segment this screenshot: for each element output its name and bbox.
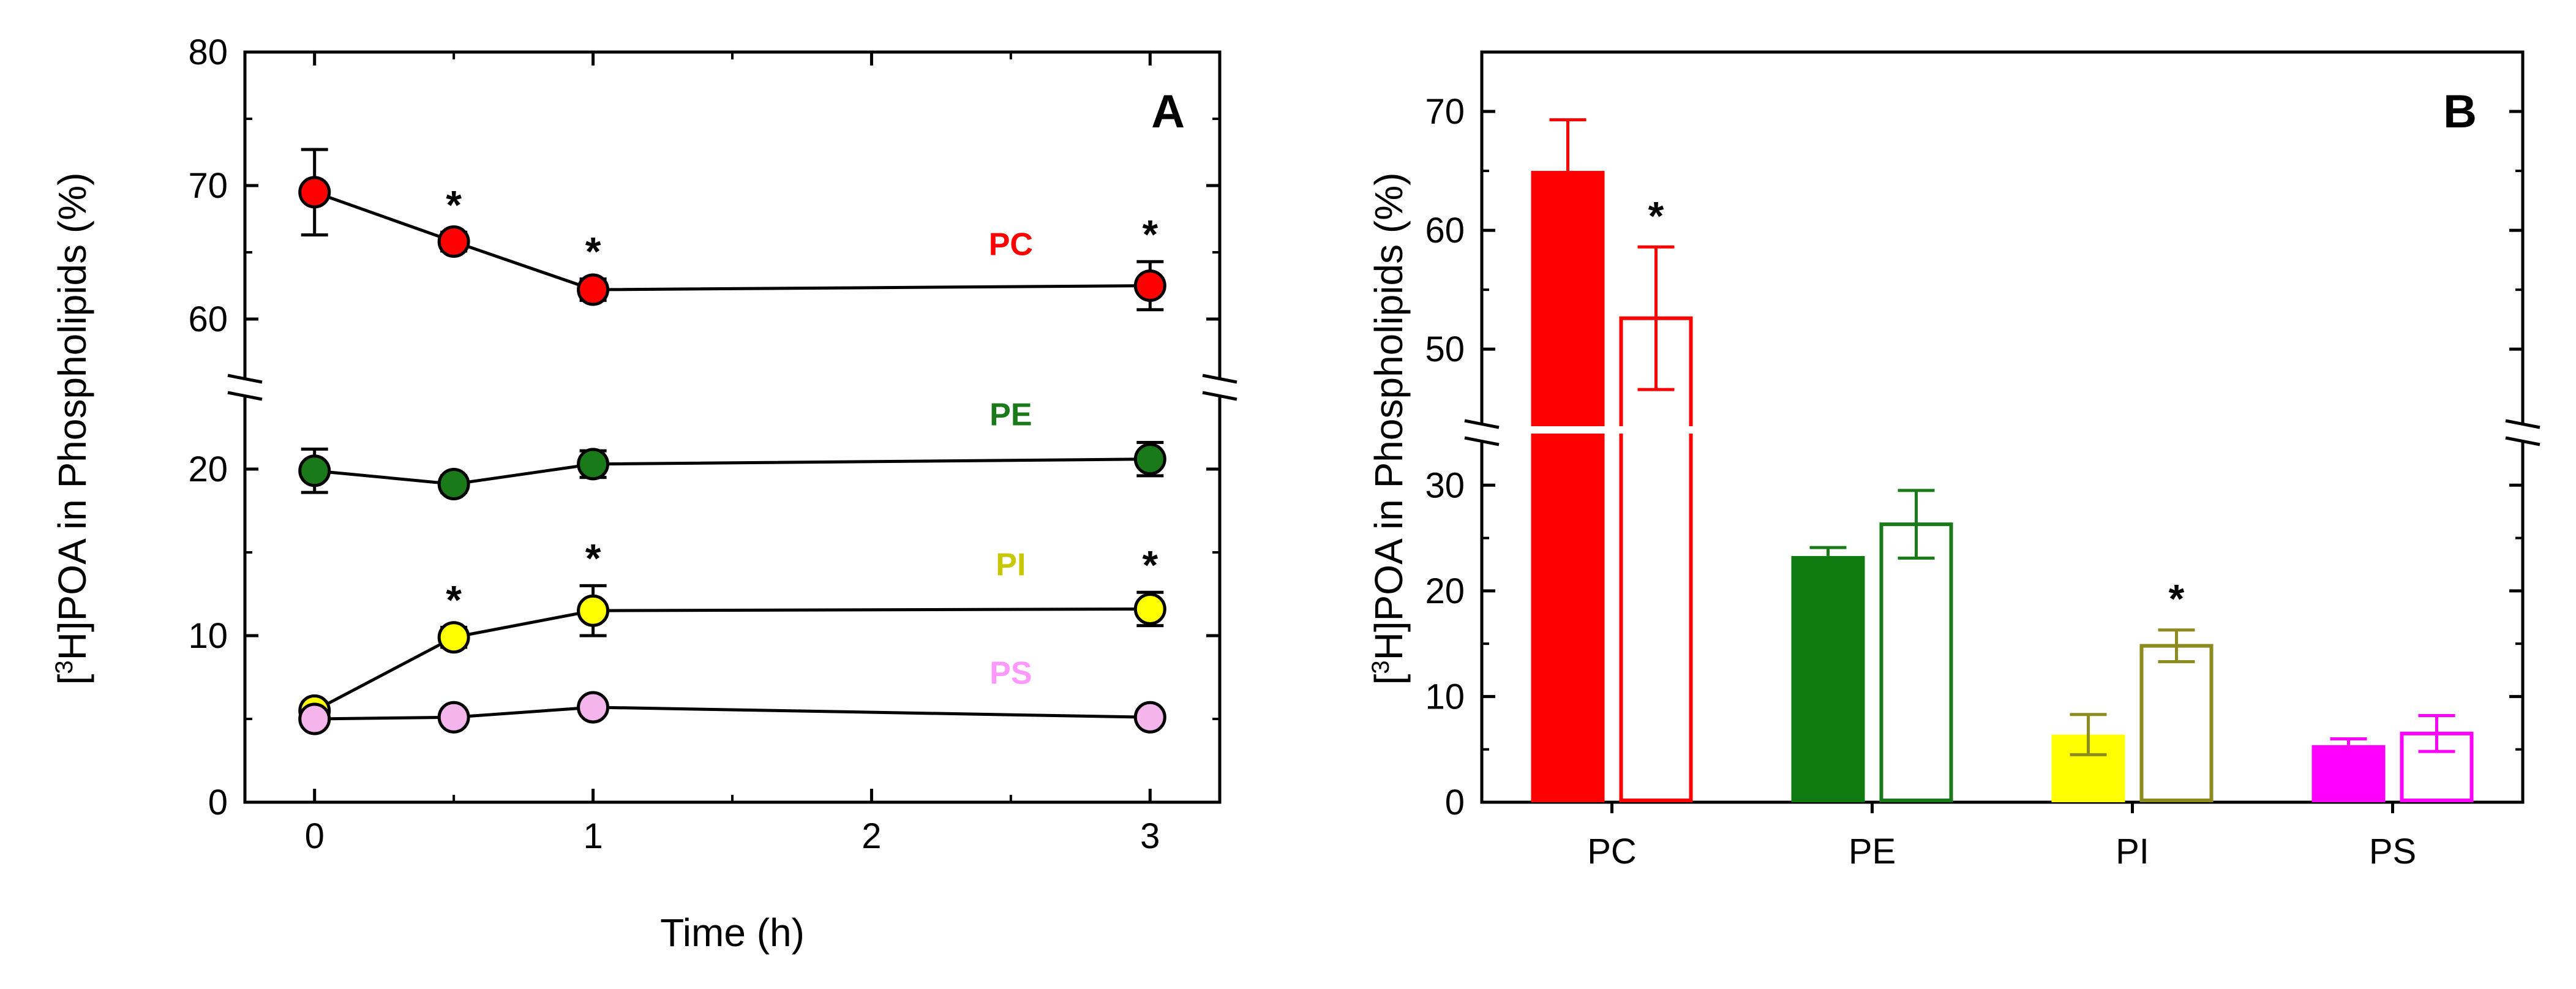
bar-break-gap — [1528, 426, 1607, 434]
significance-star: * — [446, 577, 462, 622]
error-bar-ps — [2418, 713, 2455, 753]
panel-b-ylabel: [3H]POA in Phospholipids (%) — [1367, 173, 1411, 685]
bar-filled-pc — [1531, 171, 1605, 802]
error-bar-pe — [1898, 489, 1935, 560]
panel-b-y-tick-label: 20 — [1425, 571, 1465, 611]
error-bar-ps — [2330, 737, 2367, 745]
panel-b-y-tick-label: 60 — [1425, 211, 1465, 250]
data-point-pe — [437, 467, 470, 500]
series-line-ps — [314, 705, 1151, 721]
panel-b-y-tick-label: 50 — [1425, 329, 1465, 369]
series-label-pi: PI — [996, 547, 1026, 582]
panel-b-x-tick-label-pc: PC — [1587, 832, 1637, 871]
series-label-ps: PS — [989, 655, 1032, 691]
data-point-pi — [577, 594, 610, 627]
panel-b-y-tick-label: 10 — [1425, 677, 1465, 716]
series-line-pi — [314, 607, 1151, 712]
data-point-ps — [437, 701, 470, 734]
panel-a-letter: A — [1151, 86, 1185, 138]
bar-open-pe — [1879, 522, 1953, 802]
data-point-ps — [1133, 701, 1166, 734]
data-point-pc — [437, 225, 470, 258]
error-bar-pc — [1549, 118, 1587, 171]
panel-a-x-tick-label: 1 — [583, 816, 603, 856]
data-point-pc — [577, 273, 610, 306]
panel-a: A Time (h) [3H]POA in Phospholipids (%) … — [50, 32, 1237, 955]
data-point-pe — [577, 448, 610, 481]
series-label-pc: PC — [989, 227, 1033, 263]
panel-a-xlabel: Time (h) — [660, 911, 805, 955]
panel-a-x-tick-label: 2 — [862, 816, 881, 856]
data-point-pi — [1133, 592, 1166, 625]
data-point-ps — [298, 702, 331, 735]
panel-b-left-break-upper — [1464, 419, 1500, 429]
panel-a-frame — [243, 50, 1222, 804]
data-point-pc — [298, 176, 331, 209]
significance-star: * — [446, 182, 462, 227]
significance-star: * — [1142, 542, 1158, 587]
panel-a-right-break-upper — [1202, 374, 1237, 384]
significance-star: * — [1142, 211, 1158, 257]
error-bar-pi — [2158, 628, 2195, 663]
panel-b-left-break-lower — [1464, 436, 1500, 446]
panel-a-y-tick-label: 10 — [188, 616, 228, 656]
panel-b-y-tick-label: 30 — [1425, 465, 1465, 505]
panel-b-plot: ** — [1528, 118, 2474, 803]
panel-b: B [3H]POA in Phospholipids (%) 0 10 20 30 50… — [1367, 50, 2540, 871]
panel-a-x-tick-label: 3 — [1140, 816, 1160, 856]
panel-a-ylabel: [3H]POA in Phospholipids (%) — [50, 173, 94, 685]
panel-b-right-break-upper — [2505, 419, 2540, 429]
data-point-pi — [437, 621, 470, 654]
bar-open-pc — [1619, 316, 1693, 802]
data-point-pe — [1133, 443, 1166, 476]
series-line-pc — [314, 190, 1151, 291]
significance-star: * — [1648, 193, 1664, 238]
series-line-pe — [314, 457, 1151, 486]
panel-b-ticks: 0 10 20 30 50 60 70 PC PE PI PS — [1425, 92, 2523, 871]
panel-a-y-tick-label: 60 — [188, 299, 228, 339]
data-point-pe — [298, 454, 331, 487]
panel-a-ticks: 0 1 2 3 0 10 20 60 70 80 — [188, 32, 1220, 856]
error-bar-pe — [1809, 546, 1847, 556]
error-bar-pc — [1637, 245, 1675, 391]
panel-b-x-tick-label-ps: PS — [2369, 832, 2416, 871]
data-point-ps — [577, 691, 610, 724]
bar-filled-pe — [1791, 555, 1865, 802]
error-bar-pi — [2070, 713, 2107, 756]
significance-star: * — [585, 535, 601, 581]
panel-b-x-tick-label-pe: PE — [1849, 832, 1896, 871]
bar-break-gap — [1617, 426, 1695, 434]
panel-a-right-break-lower — [1202, 391, 1237, 401]
panel-a-y-tick-label: 20 — [188, 449, 228, 489]
bar-filled-ps — [2311, 745, 2386, 802]
panel-a-left-break-lower — [227, 391, 263, 401]
panel-a-y-tick-label: 0 — [208, 783, 228, 822]
panel-b-y-tick-label: 0 — [1445, 783, 1465, 822]
bar-open-pi — [2139, 644, 2214, 802]
series-label-pe: PE — [989, 397, 1032, 433]
panel-a-y-tick-label: 70 — [188, 166, 228, 206]
data-point-pc — [1133, 269, 1166, 302]
significance-star: * — [585, 229, 601, 274]
panel-b-y-tick-label: 70 — [1425, 92, 1465, 132]
significance-star: * — [2169, 576, 2185, 622]
panel-a-plot: * * * PC PE * * * PI PS — [298, 148, 1166, 735]
panel-b-right-break-lower — [2505, 436, 2540, 446]
panel-a-left-break-upper — [227, 374, 263, 384]
panel-a-y-tick-label: 80 — [188, 32, 228, 72]
panel-b-letter: B — [2443, 86, 2477, 138]
panel-b-x-tick-label-pi: PI — [2116, 832, 2149, 871]
panel-a-x-tick-label: 0 — [305, 816, 325, 856]
